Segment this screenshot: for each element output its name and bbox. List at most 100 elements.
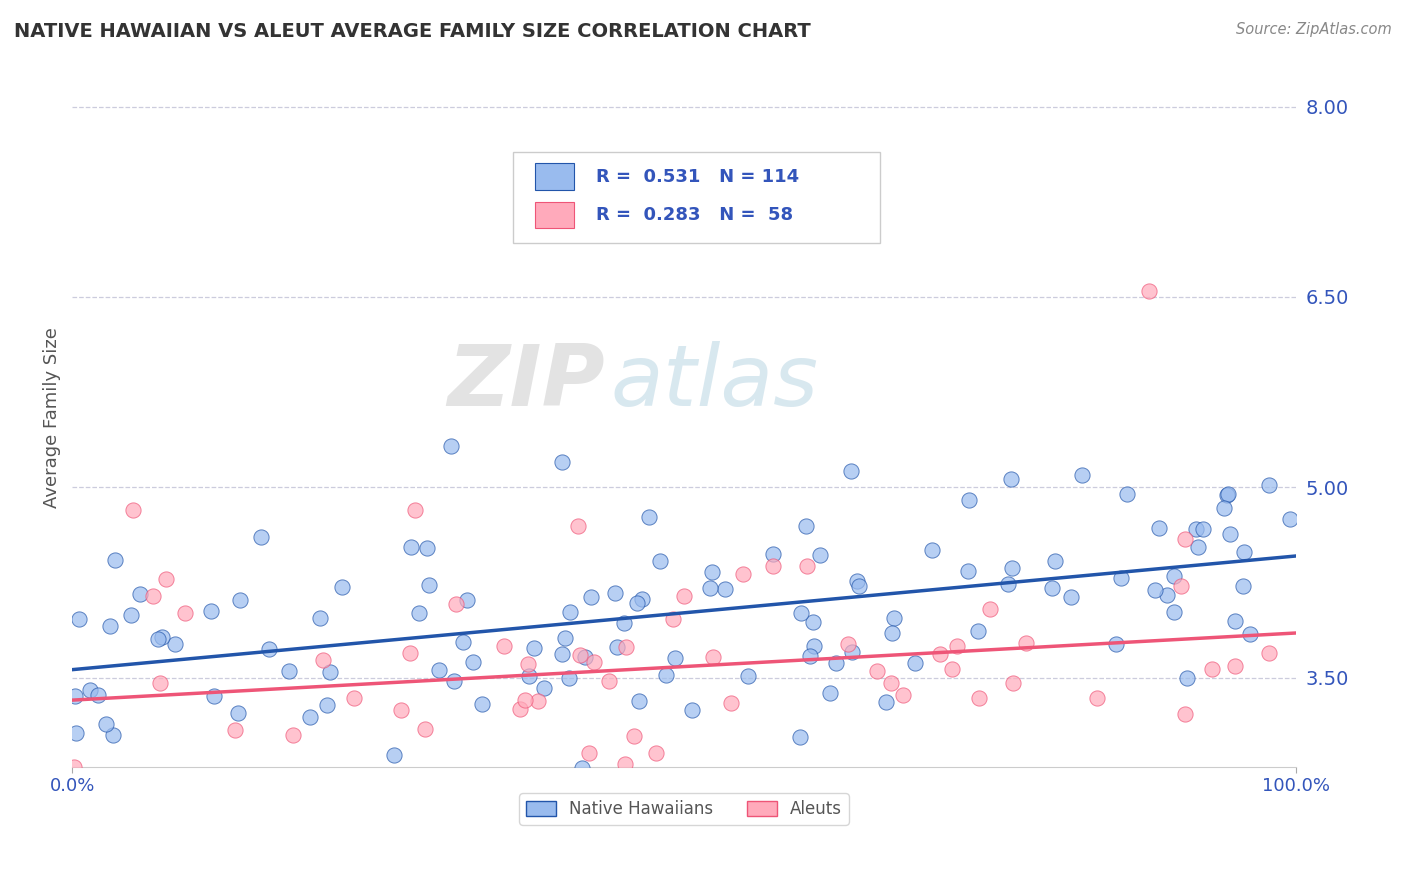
Point	[1223, 659, 1246, 673]
Point	[967, 690, 990, 705]
Point	[1175, 671, 1198, 685]
Point	[1278, 512, 1301, 526]
Point	[794, 519, 817, 533]
Point	[648, 554, 671, 568]
Point	[574, 650, 596, 665]
Point	[761, 547, 783, 561]
Point	[1045, 790, 1067, 805]
Point	[1144, 582, 1167, 597]
Point	[626, 596, 648, 610]
Point	[673, 781, 696, 796]
Point	[568, 648, 591, 662]
Point	[558, 671, 581, 685]
Point	[527, 694, 550, 708]
Point	[281, 728, 304, 742]
Point	[554, 631, 576, 645]
Point	[799, 649, 821, 664]
Point	[702, 565, 724, 579]
Y-axis label: Average Family Size: Average Family Size	[44, 327, 60, 508]
Bar	[534, 163, 574, 190]
Point	[322, 788, 344, 802]
Point	[699, 581, 721, 595]
Point	[1185, 522, 1208, 536]
Point	[880, 626, 903, 640]
Point	[308, 610, 330, 624]
Point	[966, 624, 988, 639]
Point	[733, 567, 755, 582]
Point	[614, 640, 637, 655]
Point	[1170, 579, 1192, 593]
Point	[1087, 691, 1109, 706]
Point	[63, 689, 86, 703]
Point	[257, 642, 280, 657]
Point	[825, 656, 848, 670]
Point	[1174, 707, 1197, 722]
Point	[96, 717, 118, 731]
Point	[1001, 560, 1024, 574]
Point	[509, 702, 531, 716]
Point	[1104, 636, 1126, 650]
Point	[69, 612, 91, 626]
Point	[655, 667, 678, 681]
Point	[837, 637, 859, 651]
Point	[841, 645, 863, 659]
Point	[789, 731, 811, 745]
Point	[440, 439, 463, 453]
Point	[165, 637, 187, 651]
Point	[846, 574, 869, 589]
Point	[979, 601, 1001, 615]
Point	[921, 543, 943, 558]
Point	[1213, 501, 1236, 516]
Point	[399, 646, 422, 660]
Point	[1201, 662, 1223, 676]
Point	[997, 577, 1019, 591]
Point	[120, 607, 142, 622]
Point	[1173, 533, 1195, 547]
Point	[413, 722, 436, 736]
Point	[672, 590, 695, 604]
Point	[1216, 487, 1239, 501]
Point	[582, 655, 605, 669]
Point	[550, 455, 572, 469]
Point	[343, 691, 366, 706]
Point	[839, 464, 862, 478]
Point	[226, 706, 249, 720]
Point	[471, 698, 494, 712]
Point	[645, 746, 668, 760]
Point	[803, 639, 825, 653]
Text: R =  0.283   N =  58: R = 0.283 N = 58	[596, 206, 793, 224]
Point	[1239, 627, 1261, 641]
Point	[790, 606, 813, 620]
Point	[803, 615, 825, 629]
Point	[533, 681, 555, 695]
Point	[633, 809, 655, 823]
Point	[1233, 545, 1256, 559]
Point	[558, 605, 581, 619]
Point	[1001, 675, 1024, 690]
Point	[551, 647, 574, 661]
Point	[1070, 468, 1092, 483]
Point	[155, 572, 177, 586]
Point	[623, 729, 645, 743]
Point	[516, 657, 538, 671]
Point	[1257, 478, 1279, 492]
Point	[681, 703, 703, 717]
Point	[578, 746, 600, 760]
Point	[250, 530, 273, 544]
Point	[519, 669, 541, 683]
Point	[1040, 581, 1063, 595]
Point	[567, 518, 589, 533]
Point	[865, 664, 887, 678]
Point	[404, 503, 426, 517]
Point	[86, 689, 108, 703]
Point	[762, 558, 785, 573]
Point	[614, 757, 637, 772]
Point	[446, 597, 468, 611]
Point	[1163, 568, 1185, 582]
Point	[1163, 605, 1185, 619]
Point	[122, 503, 145, 517]
Point	[443, 674, 465, 689]
Point	[142, 589, 165, 603]
Point	[461, 655, 484, 669]
Point	[1109, 571, 1132, 585]
